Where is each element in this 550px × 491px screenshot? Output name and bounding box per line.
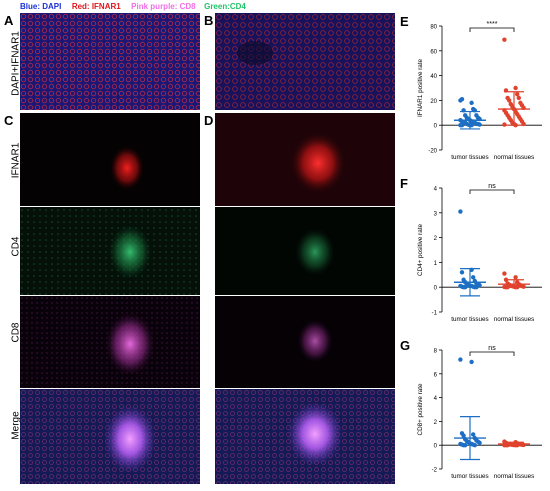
data-point	[516, 95, 521, 101]
y-tick-label: 6	[434, 372, 438, 378]
micrograph-c-cd8	[20, 296, 200, 388]
y-tick-label: 20	[430, 99, 437, 105]
data-point	[513, 275, 518, 280]
micrograph-c-cd4	[20, 207, 200, 295]
data-point	[458, 209, 463, 214]
data-point	[469, 100, 474, 106]
micrograph-d-cd4	[215, 207, 395, 295]
y-tick-label: 2	[434, 236, 438, 242]
data-point	[469, 123, 474, 128]
significance-bracket	[469, 189, 515, 194]
data-point	[513, 85, 518, 91]
data-point	[461, 433, 466, 438]
legend-ifnar1: Red: IFNAR1	[71, 2, 121, 11]
y-tick-label: 60	[430, 49, 437, 55]
y-tick-label: 40	[430, 74, 437, 80]
chart-g-cd8: -2 0 2 4 6 8 CD8+ positive rate tumor tissues no…	[417, 345, 542, 480]
figure-legend: Blue: DAPI Red: IFNAR1 Pink purple: CD8 …	[20, 2, 246, 11]
data-point	[471, 432, 476, 437]
x-category-label: tumor tissues	[451, 316, 488, 323]
legend-dapi: Blue: DAPI	[20, 2, 62, 11]
y-axis-label: IFNAR1 positive rate	[417, 58, 424, 117]
micrograph-d-merge	[215, 389, 395, 484]
data-point	[471, 275, 476, 280]
y-tick-label: 0	[434, 124, 438, 130]
y-tick-label: 0	[434, 444, 438, 450]
y-tick-label: -1	[432, 311, 438, 317]
panel-letter-d: D	[204, 113, 214, 128]
significance-bracket	[469, 27, 515, 32]
y-tick-label: 2	[434, 420, 438, 426]
data-point	[463, 443, 468, 448]
chart-f-cd4: -1 0 1 2 3 4 CD4+ positive rate tumor tissues no…	[417, 183, 542, 323]
data-point	[477, 440, 482, 446]
data-point	[521, 121, 526, 127]
x-category-label: normal tissues	[494, 316, 535, 323]
panel-letter-a: A	[4, 13, 14, 28]
micrograph-a-dapi-ifnar1	[20, 13, 200, 110]
y-tick-label: 4	[434, 187, 438, 193]
data-point	[474, 285, 479, 290]
micrograph-c-merge	[20, 389, 200, 484]
significance-label: ****	[487, 21, 498, 28]
micrograph-c-ifnar1	[20, 113, 200, 206]
micrograph-d-ifnar1	[215, 113, 395, 206]
panel-letter-e: E	[400, 14, 409, 29]
data-point	[515, 285, 520, 290]
significance-label: ns	[488, 345, 496, 352]
y-tick-label: -20	[428, 149, 437, 155]
data-point	[477, 283, 482, 288]
y-tick-label: 80	[430, 25, 437, 31]
data-point	[472, 443, 477, 448]
data-point	[472, 108, 477, 113]
y-tick-label: -2	[432, 468, 438, 474]
data-point	[459, 96, 465, 102]
y-tick-label: 8	[434, 349, 438, 355]
y-tick-label: 1	[434, 261, 438, 267]
data-point	[515, 92, 520, 97]
data-point	[503, 277, 509, 282]
chart-e-ifnar1: -20 0 20 40 60 80 IFNAR1 positive rate tumor ti…	[417, 21, 542, 161]
y-tick-label: 3	[434, 211, 438, 217]
significance-bracket	[469, 351, 515, 356]
data-point	[502, 122, 507, 127]
micrograph-d-cd8	[215, 296, 395, 388]
data-point	[469, 359, 474, 365]
data-point	[502, 271, 507, 276]
data-point	[521, 284, 526, 289]
data-point	[502, 37, 507, 42]
y-axis-label: CD4+ positive rate	[417, 224, 424, 276]
x-category-label: tumor tissues	[451, 473, 488, 480]
y-tick-label: 0	[434, 286, 438, 292]
data-point	[505, 285, 510, 290]
panel-letter-b: B	[204, 13, 214, 28]
y-axis-label: CD8+ positive rate	[417, 383, 424, 435]
data-point	[513, 123, 518, 128]
x-category-label: normal tissues	[494, 473, 535, 480]
panel-letter-f: F	[400, 176, 408, 191]
y-tick-label: 4	[434, 396, 438, 402]
data-point	[459, 270, 465, 275]
legend-cd4: Green:CD4	[204, 2, 246, 11]
x-category-label: normal tissues	[494, 154, 535, 161]
data-point	[461, 108, 466, 113]
data-point	[507, 98, 512, 103]
panel-letter-g: G	[400, 338, 411, 353]
data-point	[477, 122, 482, 127]
data-point	[469, 267, 474, 273]
data-point	[503, 88, 509, 93]
x-category-label: tumor tissues	[451, 154, 488, 161]
data-point	[458, 357, 463, 362]
legend-cd8: Pink purple: CD8	[131, 2, 196, 11]
data-point	[463, 285, 468, 290]
data-point	[459, 123, 465, 128]
micrograph-b-dapi-ifnar1	[215, 13, 395, 110]
panel-letter-c: C	[4, 113, 14, 128]
significance-label: ns	[488, 183, 496, 190]
